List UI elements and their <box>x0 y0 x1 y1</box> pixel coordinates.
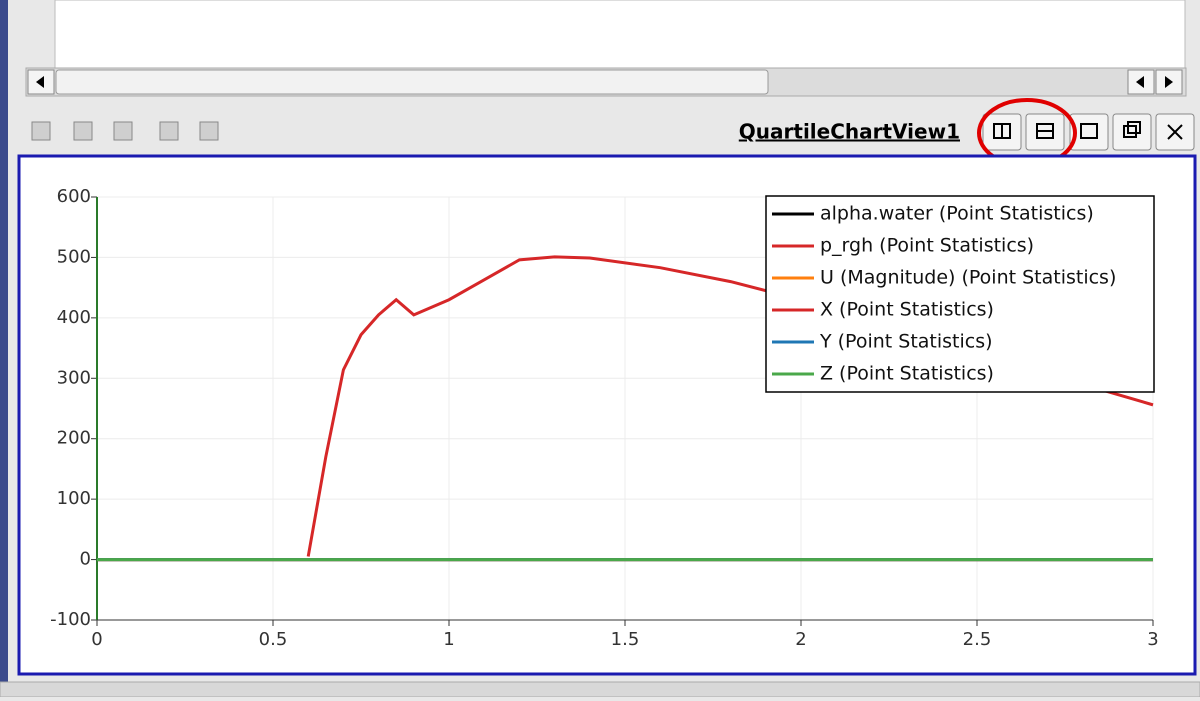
legend <box>765 195 1155 393</box>
legend-label: Z (Point Statistics) <box>820 363 994 385</box>
y-tick-label: 300 <box>57 367 91 388</box>
tool-button[interactable] <box>113 121 133 141</box>
y-tick-label: 0 <box>80 549 91 570</box>
x-tick-label: 0.5 <box>259 629 288 650</box>
y-tick-label: -100 <box>50 609 91 630</box>
scroll-left[interactable] <box>1127 69 1155 95</box>
legend-label: U (Magnitude) (Point Statistics) <box>820 267 1116 289</box>
legend-label: p_rgh (Point Statistics) <box>820 235 1034 257</box>
button-glyphs <box>993 121 1183 140</box>
y-tick-label: 200 <box>57 428 91 449</box>
tool-button[interactable] <box>199 121 219 141</box>
arrow <box>36 76 44 88</box>
tool-button[interactable] <box>73 121 93 141</box>
y-tick-label: 500 <box>57 246 91 267</box>
x-tick-label: 2.5 <box>963 629 992 650</box>
toolbar-icons <box>31 121 219 141</box>
legend-label: alpha.water (Point Statistics) <box>820 203 1094 225</box>
tool-button[interactable] <box>159 121 179 141</box>
y-tick-label: 600 <box>57 186 91 207</box>
view-title: QuartileChartView1 <box>739 120 960 144</box>
legend-label: Y (Point Statistics) <box>819 331 993 353</box>
x-tick-label: 1 <box>443 629 454 650</box>
x-tick-label: 2 <box>795 629 806 650</box>
x-tick-label: 0 <box>91 629 102 650</box>
tool-button[interactable] <box>31 121 51 141</box>
y-tick-label: 400 <box>57 307 91 328</box>
arrow <box>1136 76 1144 88</box>
status-bar <box>0 681 1200 698</box>
legend-label: X (Point Statistics) <box>820 299 994 321</box>
left-edge <box>0 0 8 697</box>
y-tick-label: 100 <box>57 488 91 509</box>
x-tick-label: 3 <box>1147 629 1158 650</box>
maximize[interactable] <box>1069 113 1109 151</box>
x-tick-label: 1.5 <box>611 629 640 650</box>
arrow <box>1165 76 1173 88</box>
scroll-thumb[interactable] <box>55 69 769 95</box>
upper-panel <box>54 0 1186 69</box>
view-buttons <box>982 113 1195 151</box>
